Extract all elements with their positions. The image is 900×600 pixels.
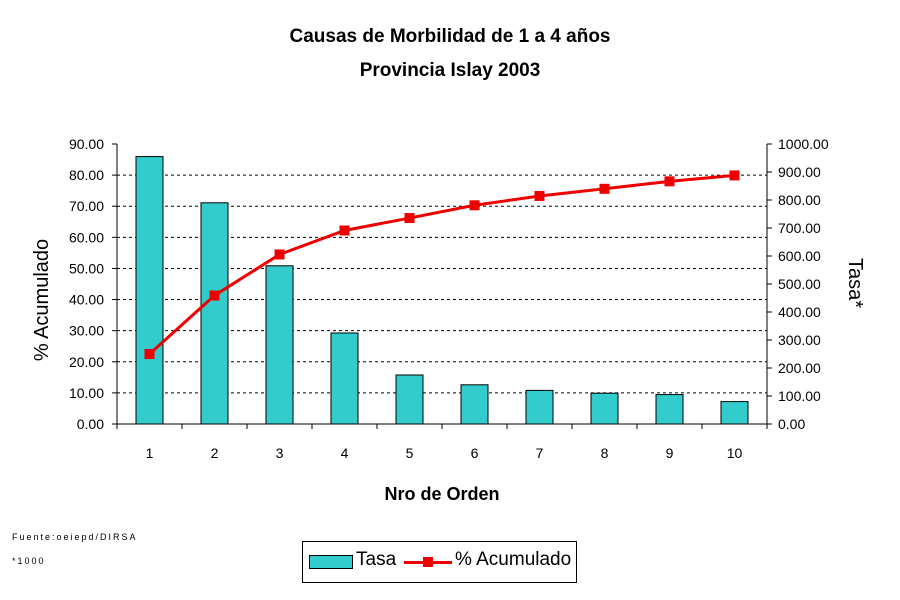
legend-line-marker (423, 557, 433, 567)
left-tick-label: 70.00 (69, 198, 104, 214)
bar-tasa (720, 401, 749, 425)
marker-acumulado (469, 200, 480, 211)
right-tick-label: 200.00 (778, 360, 821, 376)
marker-acumulado (729, 170, 740, 181)
left-tick-label: 40.00 (69, 292, 104, 308)
marker-acumulado (274, 249, 285, 260)
x-tick-label: 5 (406, 445, 414, 461)
marker-acumulado (664, 176, 675, 187)
left-tick-label: 60.00 (69, 229, 104, 245)
chart-legend: Tasa % Acumulado (302, 541, 577, 583)
left-axis-title: % Acumulado (31, 239, 53, 361)
right-axis-title: Tasa* (844, 258, 866, 308)
chart-title-line2: Provincia Islay 2003 (359, 60, 541, 81)
unit-footnote: *1000 (12, 556, 46, 566)
left-tick-label: 20.00 (69, 354, 104, 370)
x-tick-label: 7 (536, 445, 544, 461)
left-tick-label: 80.00 (69, 167, 104, 183)
source-footnote: Fuente:oeiepd/DIRSA (12, 532, 138, 542)
marker-acumulado (339, 225, 350, 236)
marker-acumulado (144, 349, 155, 359)
bar-tasa (525, 389, 554, 425)
legend-label-tasa: Tasa (356, 549, 397, 570)
chart-title-line1: Causas de Morbilidad de 1 a 4 años (289, 26, 611, 47)
x-tick-label: 4 (341, 445, 349, 461)
bar-tasa (135, 156, 164, 425)
bar-tasa (395, 374, 424, 425)
marker-acumulado (404, 213, 415, 224)
legend-bar-swatch (309, 555, 353, 569)
right-tick-label: 1000.00 (778, 136, 829, 152)
left-tick-label: 50.00 (69, 260, 104, 276)
right-tick-label: 500.00 (778, 276, 821, 292)
x-tick-label: 6 (471, 445, 479, 461)
bar-tasa (265, 265, 294, 425)
left-tick-label: 10.00 (69, 385, 104, 401)
right-tick-label: 900.00 (778, 164, 821, 180)
bar-tasa (200, 202, 229, 425)
line-acumulado (148, 173, 735, 356)
right-tick-label: 0.00 (778, 416, 805, 432)
right-tick-label: 100.00 (778, 388, 821, 404)
left-tick-label: 0.00 (77, 416, 104, 432)
bar-tasa (330, 332, 359, 425)
bar-tasa (590, 392, 619, 425)
right-tick-label: 800.00 (778, 192, 821, 208)
left-tick-label: 90.00 (69, 136, 104, 152)
left-tick-label: 30.00 (69, 323, 104, 339)
x-tick-label: 3 (276, 445, 284, 461)
x-tick-label: 1 (146, 445, 154, 461)
x-tick-label: 8 (601, 445, 609, 461)
legend-label-acumulado: % Acumulado (455, 549, 572, 570)
right-tick-label: 600.00 (778, 248, 821, 264)
x-axis-title: Nro de Orden (384, 484, 499, 504)
marker-acumulado (599, 183, 610, 194)
x-tick-label: 10 (727, 445, 743, 461)
right-tick-label: 700.00 (778, 220, 821, 236)
marker-acumulado (209, 290, 220, 301)
marker-acumulado (534, 190, 545, 201)
bar-tasa (460, 384, 489, 425)
right-tick-label: 300.00 (778, 332, 821, 348)
right-tick-label: 400.00 (778, 304, 821, 320)
x-tick-label: 9 (666, 445, 674, 461)
bar-tasa (655, 394, 684, 425)
x-tick-label: 2 (211, 445, 219, 461)
